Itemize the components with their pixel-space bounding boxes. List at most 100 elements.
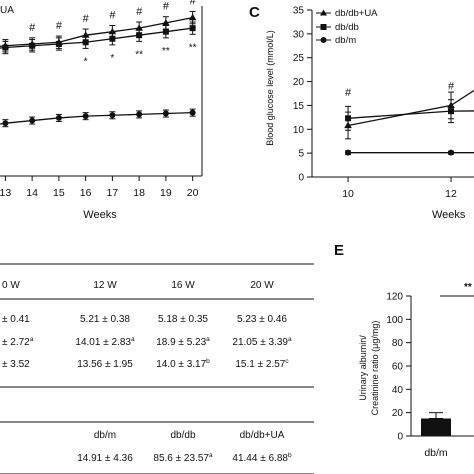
- table-cell: 21.05 ± 3.39a: [232, 336, 292, 348]
- y-tick-label: 60: [392, 362, 404, 373]
- table-cell: 5.21 ± 0.38: [80, 314, 130, 325]
- x-tick-label: db/m: [424, 447, 448, 459]
- panel-b-x-axis-title: Weeks: [83, 209, 117, 221]
- data-point: [82, 39, 89, 46]
- table-cell: 13.56 ± 1.95: [77, 359, 133, 370]
- significance-hash: #: [345, 87, 352, 99]
- square-marker-icon: [320, 24, 327, 30]
- panel-e-y-axis-title-line2: Creatinine ratio (μg/mg): [370, 321, 380, 416]
- data-point: [55, 114, 62, 121]
- data-point: [2, 120, 9, 127]
- significance-asterisk: *: [84, 56, 88, 67]
- x-tick-label: 10: [342, 188, 354, 200]
- y-tick-label: 20: [293, 77, 305, 88]
- series-line: [347, 110, 474, 119]
- x-tick-label: 20: [187, 187, 199, 199]
- significance-marker: **: [464, 282, 472, 293]
- data-point: [448, 149, 455, 156]
- data-point: [448, 108, 455, 115]
- y-tick-label: 5: [298, 149, 304, 160]
- y-tick-label: 120: [386, 292, 403, 303]
- bar: [421, 418, 451, 436]
- x-tick-label: 19: [160, 187, 172, 199]
- y-tick-label: 10: [293, 125, 305, 136]
- y-tick-label: 0: [298, 173, 304, 184]
- table-cell: 41.44 ± 6.88b: [232, 452, 292, 464]
- legend-label-db-m: db/m: [335, 35, 356, 46]
- table-column-header: 0 W: [2, 280, 20, 291]
- y-tick-label: 15: [293, 101, 305, 112]
- significance-asterisk: *: [110, 53, 114, 64]
- table-cell: ± 3.52: [2, 359, 30, 370]
- significance-hash: #: [448, 80, 455, 92]
- table-column-header: 20 W: [250, 280, 274, 291]
- data-point: [188, 13, 197, 21]
- legend-item-db-m: db/m: [316, 35, 356, 46]
- x-tick-label: 15: [53, 187, 65, 199]
- x-tick-label: 13: [0, 187, 11, 199]
- data-point: [109, 112, 116, 119]
- y-tick-label: 40: [392, 385, 404, 396]
- table-column-header: db/db+UA: [240, 430, 285, 441]
- legend-label-db-db: db/db: [335, 22, 359, 33]
- data-point: [136, 32, 143, 39]
- data-point: [29, 117, 36, 124]
- table-cell: 18.9 ± 5.23a: [156, 336, 210, 348]
- triangle-marker-icon: [320, 9, 327, 16]
- data-point: [189, 25, 196, 32]
- significance-hash: #: [190, 0, 197, 7]
- y-tick-label: 100: [386, 315, 403, 326]
- panel-e-y-axis-title-line1: Urinary albumin/: [358, 335, 368, 401]
- y-tick-label: 30: [293, 29, 305, 40]
- data-point: [82, 113, 89, 120]
- significance-asterisk: **: [135, 49, 143, 60]
- table-column-header: 12 W: [93, 280, 117, 291]
- significance-hash: #: [29, 22, 36, 34]
- panel-c-label: C: [249, 4, 260, 21]
- legend-item-db-db: db/db: [316, 22, 359, 33]
- x-tick-label: 16: [80, 187, 92, 199]
- table-cell: 14.0 ± 3.17b: [156, 358, 210, 370]
- significance-hash: #: [136, 6, 143, 18]
- table-column-header: 16 W: [171, 280, 195, 291]
- x-tick-label: 17: [107, 187, 119, 199]
- data-point: [29, 42, 36, 49]
- data-point: [55, 41, 62, 47]
- panel-b-legend: UA: [0, 5, 14, 16]
- significance-asterisk: **: [162, 46, 170, 57]
- panel-b-line-chart: UA 13 14 15 16 17 18 19 20 # ## # # # #* * ** ** ** Week…: [0, 0, 203, 221]
- significance-hash: #: [163, 1, 170, 13]
- circle-marker-icon: [320, 37, 327, 43]
- table-cell: 14.91 ± 4.36: [77, 453, 133, 464]
- data-point: [162, 28, 169, 35]
- data-point: [109, 35, 116, 42]
- data-point: [162, 19, 170, 26]
- table-column-header: db/m: [94, 430, 116, 441]
- data-point: [345, 115, 352, 122]
- significance-hash: #: [109, 10, 116, 22]
- table-cell: ± 0.41: [2, 314, 30, 325]
- table-cell: 5.23 ± 0.46: [237, 314, 287, 325]
- table-cell: 5.18 ± 0.35: [158, 314, 208, 325]
- y-tick-label: 35: [293, 6, 305, 17]
- table-cell: 15.1 ± 2.57c: [235, 358, 289, 370]
- data-point: [136, 111, 143, 118]
- table-cell: ± 2.72a: [2, 336, 34, 348]
- x-tick-label: 12: [445, 188, 457, 200]
- y-tick-label: 25: [293, 53, 305, 64]
- data-point: [345, 149, 352, 156]
- legend-item-db-db-ua: db/db+UA: [316, 8, 378, 19]
- data-point: [162, 110, 169, 117]
- significance-asterisk: **: [189, 42, 197, 53]
- x-tick-label: 14: [26, 187, 38, 199]
- panel-e-label: E: [334, 242, 344, 259]
- y-tick-label: 20: [392, 408, 404, 419]
- panel-d-tables: 0 W 12 W 16 W 20 W ± 0.41 5.21 ± 0.38 5.18 ± 0…: [0, 263, 314, 474]
- panel-c-y-axis-title: Blood glucose level (mmol/L): [265, 30, 275, 146]
- table-column-header: db/db: [170, 430, 195, 441]
- legend-label-db-db-ua: db/db+UA: [335, 8, 378, 19]
- table-cell: 85.6 ± 23.57a: [153, 452, 213, 464]
- significance-hash: #: [83, 13, 90, 25]
- data-point: [189, 109, 196, 116]
